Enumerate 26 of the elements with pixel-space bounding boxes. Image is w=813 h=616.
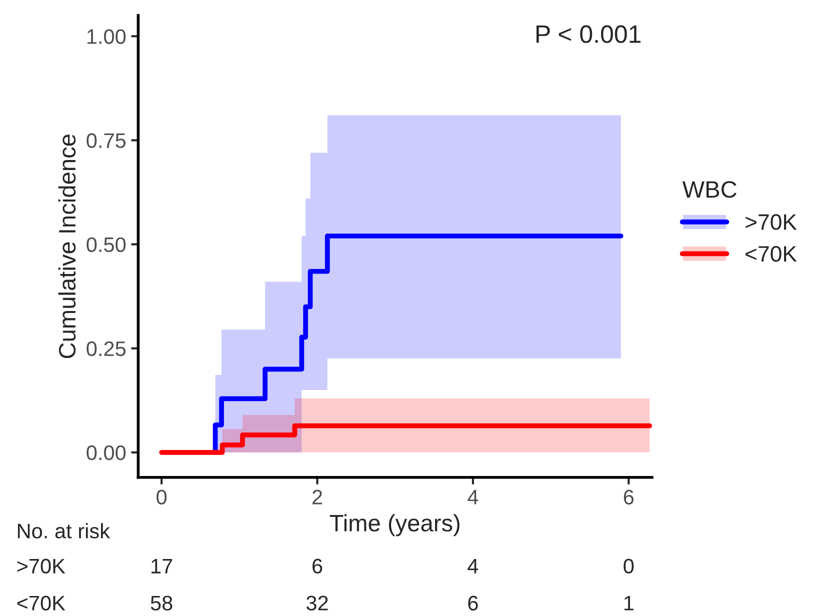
y-tick-label: 1.00 xyxy=(87,29,126,44)
y-tick-label: 0.50 xyxy=(86,237,126,252)
legend-title: WBC xyxy=(682,181,736,198)
text: 4 xyxy=(468,559,478,574)
legend-label: >70K xyxy=(746,214,797,230)
text: 6 xyxy=(312,558,322,574)
text: No. at risk xyxy=(18,523,110,538)
legend-label: <70K xyxy=(746,246,797,262)
x-axis-title: Time (years) xyxy=(330,514,460,536)
text: 32 xyxy=(306,596,328,611)
annotation: P < 0.001 xyxy=(536,25,641,44)
text: 58 xyxy=(150,596,172,611)
text: 1 xyxy=(624,596,634,610)
x-tick-label: 6 xyxy=(624,490,634,505)
text: <70K xyxy=(17,596,66,611)
y-tick-label: 0.25 xyxy=(86,341,126,356)
text: 17 xyxy=(152,559,172,574)
y-tick-label: 0.00 xyxy=(86,445,126,460)
text: 0 xyxy=(624,558,634,574)
x-tick-label: 4 xyxy=(468,490,478,504)
y-axis-title: Cumulative Incidence xyxy=(58,134,76,358)
x-tick-label: 2 xyxy=(312,490,322,504)
text: >70K xyxy=(17,558,66,574)
y-tick-label: 0.75 xyxy=(86,133,126,148)
x-tick-label: 0 xyxy=(156,490,167,505)
text: 6 xyxy=(468,596,478,611)
